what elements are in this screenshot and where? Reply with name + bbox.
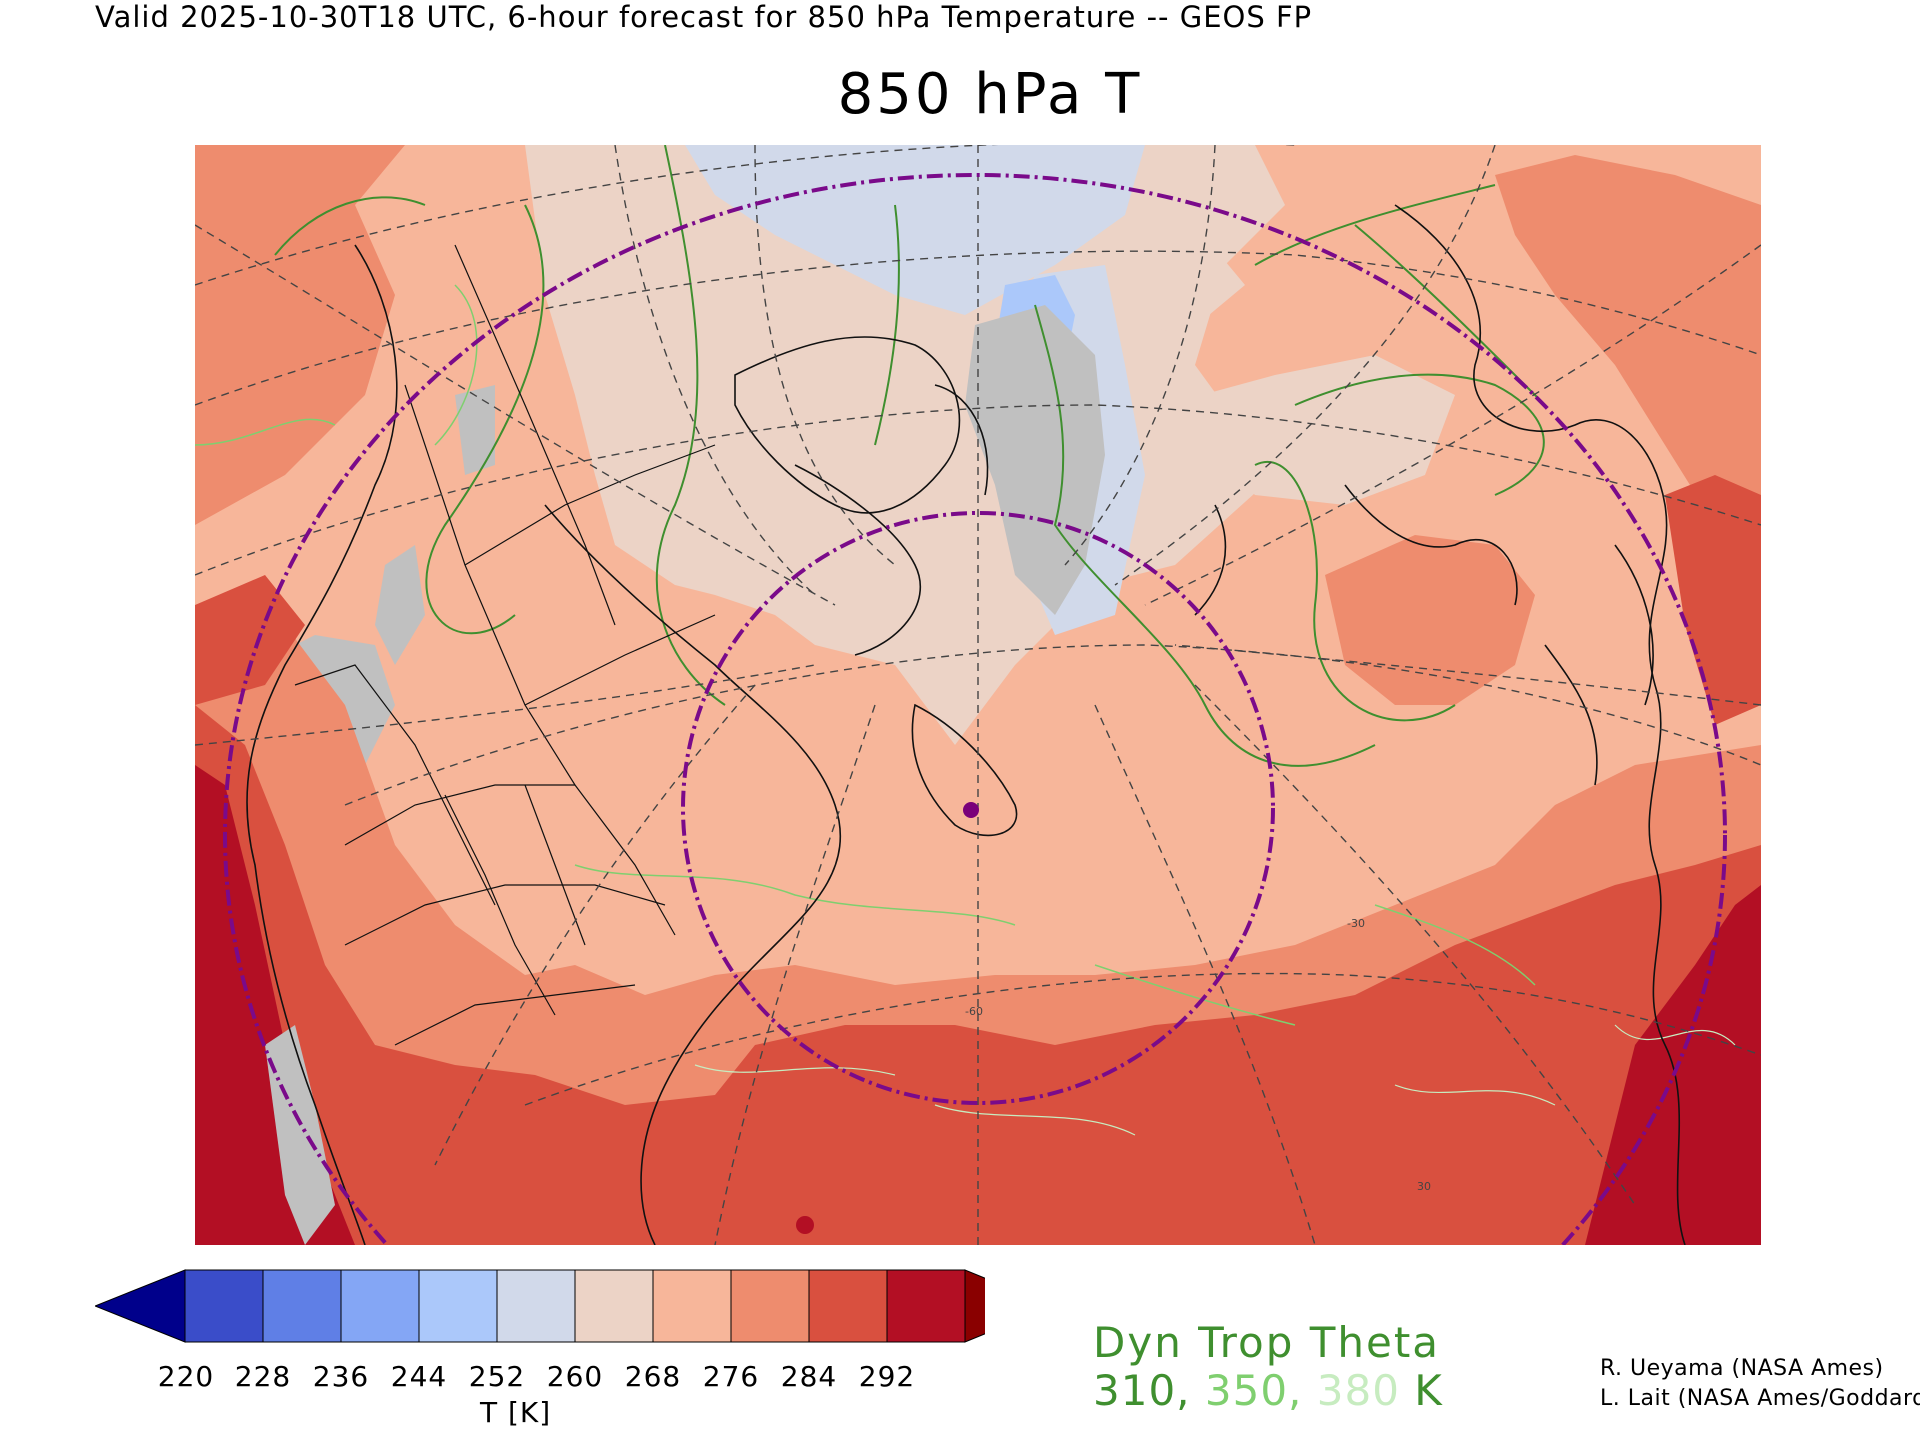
- lat-lon-grid: [195, 145, 1761, 1245]
- colorbar-cell: [886, 1269, 966, 1343]
- tropopause-contour-380: [694, 1024, 1736, 1136]
- colorbar-tick-label: 284: [780, 1360, 838, 1393]
- temperature-field-284: [1495, 155, 1761, 545]
- range-circle-inner: [681, 511, 1275, 1105]
- colorbar-cell: [652, 1269, 732, 1343]
- temperature-map: -60 -30 30: [195, 145, 1761, 1245]
- colorbar-tick-label: 244: [390, 1360, 448, 1393]
- colorbar-cell: [496, 1269, 576, 1343]
- temperature-field-300: [195, 765, 355, 1245]
- tropopause-contour-350: [195, 284, 1536, 1026]
- credit-line: L. Lait (NASA Ames/Goddard): [1600, 1386, 1920, 1411]
- colorbar-tick-label: 228: [234, 1360, 292, 1393]
- colorbar-cell: [808, 1269, 888, 1343]
- trop-legend-title: Dyn Trop Theta: [1093, 1318, 1441, 1367]
- grid-label: -60: [965, 1005, 983, 1018]
- colorbar-tick-label: 276: [702, 1360, 760, 1393]
- colorbar-tick-label: 260: [546, 1360, 604, 1393]
- colorbar: [95, 1269, 985, 1343]
- temperature-field-300: [796, 1216, 814, 1234]
- temperature-field-284: [1325, 535, 1535, 705]
- colorbar-cell: [730, 1269, 810, 1343]
- colorbar-tick-label: 220: [157, 1360, 215, 1393]
- temperature-field-292: [195, 575, 305, 705]
- temperature-field-268: [1165, 355, 1455, 505]
- political-boundaries: [294, 244, 716, 1046]
- forecast-header: Valid 2025-10-30T18 UTC, 6-hour forecast…: [95, 0, 1313, 34]
- temperature-field-268: [1075, 225, 1245, 335]
- colorbar-tick-label: 252: [468, 1360, 526, 1393]
- map-panel: -60 -30 30: [195, 145, 1761, 1245]
- terrain-mask-rockies: [375, 545, 425, 665]
- trop-value-380: 380: [1316, 1366, 1400, 1415]
- range-circle-outer: [223, 173, 1727, 1245]
- colorbar-cell: [418, 1269, 498, 1343]
- colorbar-cell: [340, 1269, 420, 1343]
- colorbar-tick-label: 268: [624, 1360, 682, 1393]
- coastlines: [246, 204, 1686, 1245]
- colorbar-tick-label: 236: [312, 1360, 370, 1393]
- temperature-field-292: [195, 705, 1761, 1245]
- colorbar-tick-label: 292: [858, 1360, 916, 1393]
- terrain-mask-coast: [265, 1025, 335, 1245]
- temperature-field-260: [685, 145, 1145, 315]
- colorbar-units: T [K]: [480, 1396, 552, 1429]
- grid-label: 30: [1417, 1180, 1431, 1193]
- colorbar-arrow-high: [964, 1269, 985, 1343]
- colorbar-cell: [184, 1269, 264, 1343]
- grid-label: -30: [1347, 917, 1365, 930]
- terrain-mask-rockies: [455, 385, 495, 475]
- terrain-mask-greenland: [965, 305, 1105, 615]
- colorbar-cell: [574, 1269, 654, 1343]
- colorbar-cell: [262, 1269, 342, 1343]
- colorbar-arrow-low: [95, 1269, 186, 1343]
- credit-line: R. Ueyama (NASA Ames): [1600, 1356, 1884, 1381]
- map-title: 850 hPa T: [837, 62, 1143, 127]
- location-marker: [963, 802, 979, 818]
- trop-legend-values: 310, 350, 380 K: [1093, 1366, 1443, 1415]
- temperature-field-284: [195, 145, 405, 525]
- temperature-field-292: [1665, 475, 1761, 725]
- trop-units: K: [1414, 1366, 1443, 1415]
- trop-value-350: 350,: [1204, 1366, 1303, 1415]
- trop-value-310: 310,: [1093, 1366, 1191, 1415]
